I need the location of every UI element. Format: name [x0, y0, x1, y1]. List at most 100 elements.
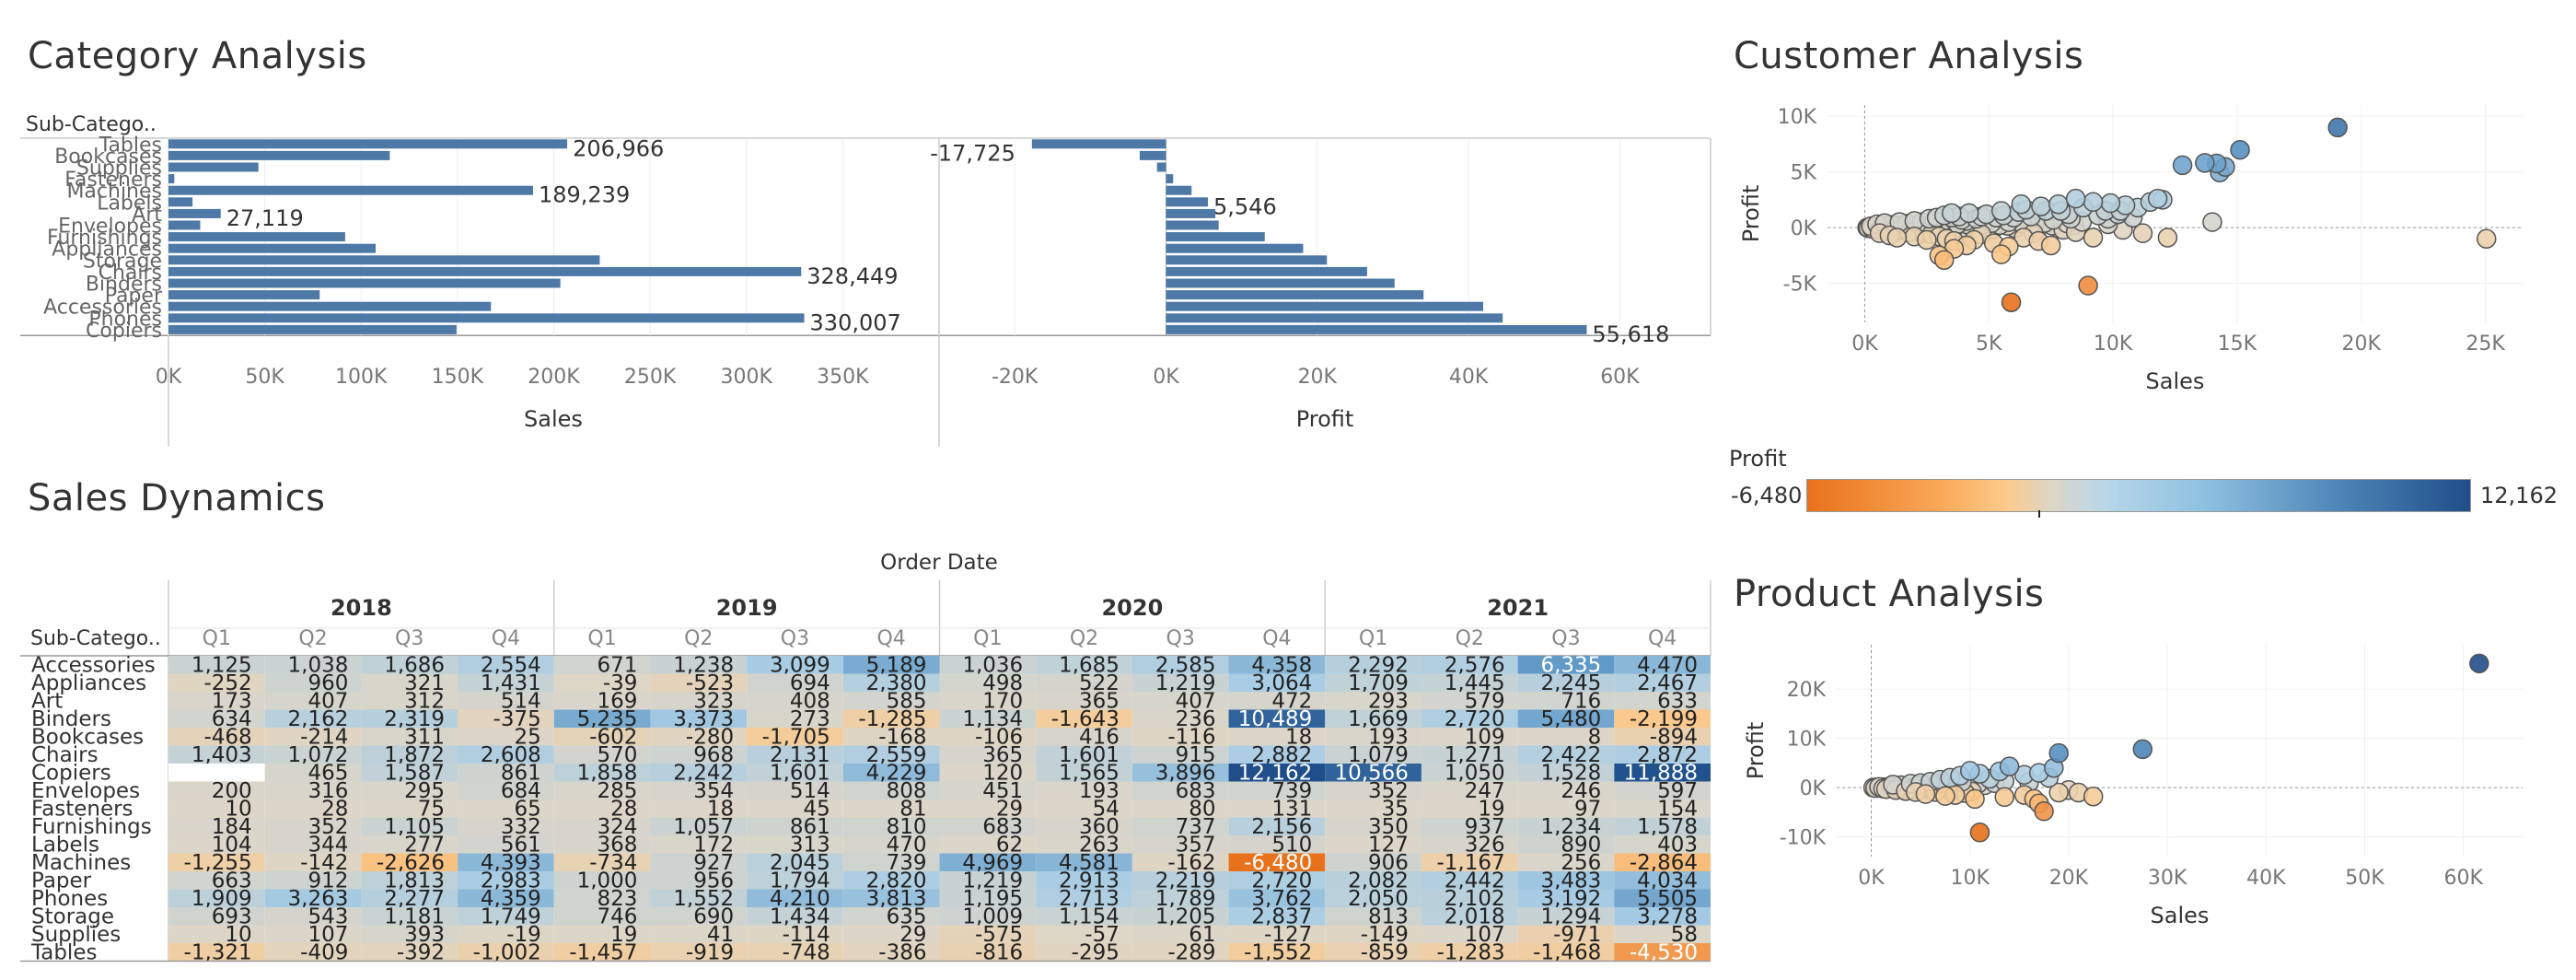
heatmap-cell[interactable] [1517, 943, 1615, 962]
heatmap-cell[interactable] [1325, 925, 1421, 944]
heatmap-cell[interactable] [1228, 692, 1326, 710]
profit-bar[interactable] [1031, 139, 1166, 149]
scatter-point[interactable] [1994, 787, 2014, 808]
heatmap-cell[interactable] [361, 692, 458, 710]
heatmap-cell[interactable] [1517, 728, 1615, 746]
heatmap-cell[interactable] [264, 656, 362, 674]
heatmap-cell[interactable] [553, 835, 651, 854]
heatmap-cell[interactable] [747, 817, 843, 836]
scatter-point[interactable] [2195, 153, 2215, 173]
heatmap-cell[interactable] [1421, 817, 1518, 836]
heatmap-cell[interactable] [553, 799, 651, 818]
heatmap-cell[interactable] [168, 907, 265, 926]
heatmap-cell[interactable] [458, 673, 554, 693]
sales-bar[interactable] [168, 162, 259, 172]
heatmap-cell[interactable] [1614, 745, 1711, 764]
scatter-point[interactable] [2034, 801, 2054, 822]
heatmap-cell[interactable] [264, 728, 362, 746]
heatmap-cell[interactable] [553, 889, 651, 908]
scatter-point[interactable] [2040, 235, 2061, 256]
heatmap-cell[interactable] [264, 835, 362, 854]
scatter-point[interactable] [1969, 822, 1990, 843]
scatter-point[interactable] [1959, 761, 1980, 781]
heatmap-cell[interactable] [1614, 835, 1711, 854]
heatmap-cell[interactable] [168, 925, 265, 944]
heatmap-cell[interactable] [1228, 781, 1326, 800]
heatmap-cell[interactable] [264, 764, 362, 782]
heatmap-cell[interactable] [553, 943, 651, 962]
heatmap-cell[interactable] [747, 943, 843, 962]
heatmap-cell[interactable] [361, 907, 458, 926]
heatmap-cell[interactable] [1614, 673, 1711, 693]
heatmap-cell[interactable] [650, 925, 748, 944]
heatmap-cell[interactable] [1325, 907, 1421, 926]
heatmap-cell[interactable] [650, 817, 748, 836]
scatter-point[interactable] [2327, 117, 2348, 138]
heatmap-cell[interactable] [553, 764, 651, 782]
heatmap-cell[interactable] [361, 764, 458, 782]
heatmap-cell[interactable] [458, 925, 554, 944]
heatmap-cell[interactable] [1325, 835, 1421, 854]
sales-bar[interactable] [168, 243, 377, 253]
heatmap-cell[interactable] [939, 728, 1037, 746]
heatmap-cell[interactable] [939, 709, 1037, 729]
heatmap-cell[interactable] [842, 656, 940, 674]
heatmap-cell[interactable] [1131, 745, 1229, 764]
heatmap-cell[interactable] [361, 925, 458, 944]
heatmap-cell[interactable] [458, 781, 554, 800]
heatmap-cell[interactable] [168, 764, 265, 782]
heatmap-cell[interactable] [264, 799, 362, 818]
heatmap-cell[interactable] [650, 943, 748, 962]
profit-bar[interactable] [1166, 185, 1192, 195]
heatmap-cell[interactable] [842, 925, 940, 944]
scatter-point[interactable] [2048, 193, 2069, 215]
heatmap-cell[interactable] [842, 817, 940, 836]
heatmap-cell[interactable] [361, 728, 458, 746]
heatmap-cell[interactable] [1421, 925, 1518, 944]
scatter-point[interactable] [1958, 203, 1979, 224]
scatter-point[interactable] [2100, 192, 2121, 214]
heatmap-cell[interactable] [1614, 817, 1711, 836]
heatmap-cell[interactable] [650, 853, 748, 872]
heatmap-cell[interactable] [1228, 907, 1326, 926]
sales-bar[interactable] [168, 220, 201, 230]
profit-bar[interactable] [1139, 150, 1166, 160]
heatmap-cell[interactable] [553, 817, 651, 836]
heatmap-cell[interactable] [1036, 728, 1132, 746]
scatter-point[interactable] [2078, 275, 2098, 296]
profit-bar[interactable] [1166, 208, 1216, 218]
heatmap-cell[interactable] [1421, 781, 1518, 800]
scatter-point[interactable] [1935, 786, 1955, 806]
heatmap-cell[interactable] [361, 745, 458, 764]
heatmap-cell[interactable] [842, 943, 940, 962]
scatter-point[interactable] [2202, 212, 2222, 232]
heatmap-cell[interactable] [264, 907, 362, 926]
heatmap-cell[interactable] [1131, 871, 1229, 890]
heatmap-cell[interactable] [1421, 871, 1518, 890]
heatmap-cell[interactable] [168, 728, 265, 746]
heatmap-cell[interactable] [1131, 781, 1229, 800]
heatmap-cell[interactable] [1614, 692, 1711, 710]
scatter-point[interactable] [2132, 739, 2153, 760]
scatter-point[interactable] [2031, 196, 2051, 216]
heatmap-cell[interactable] [1036, 764, 1132, 782]
heatmap-cell[interactable] [553, 871, 651, 890]
heatmap-cell[interactable] [1517, 925, 1615, 944]
heatmap-cell[interactable] [1614, 781, 1711, 800]
heatmap-cell[interactable] [168, 745, 265, 764]
heatmap-cell[interactable] [1421, 728, 1518, 746]
scatter-point[interactable] [2469, 653, 2489, 674]
heatmap-cell[interactable] [168, 943, 265, 962]
heatmap-cell[interactable] [168, 889, 265, 908]
heatmap-cell[interactable] [1325, 799, 1421, 818]
heatmap-cell[interactable] [1228, 853, 1326, 872]
heatmap-cell[interactable] [1614, 925, 1711, 944]
heatmap-cell[interactable] [168, 673, 265, 693]
heatmap-cell[interactable] [939, 764, 1037, 782]
heatmap-cell[interactable] [1228, 799, 1326, 818]
heatmap-cell[interactable] [553, 673, 651, 693]
heatmap-cell[interactable] [264, 889, 362, 908]
heatmap-cell[interactable] [842, 692, 940, 710]
heatmap-cell[interactable] [1325, 656, 1421, 674]
heatmap-cell[interactable] [1131, 709, 1229, 729]
